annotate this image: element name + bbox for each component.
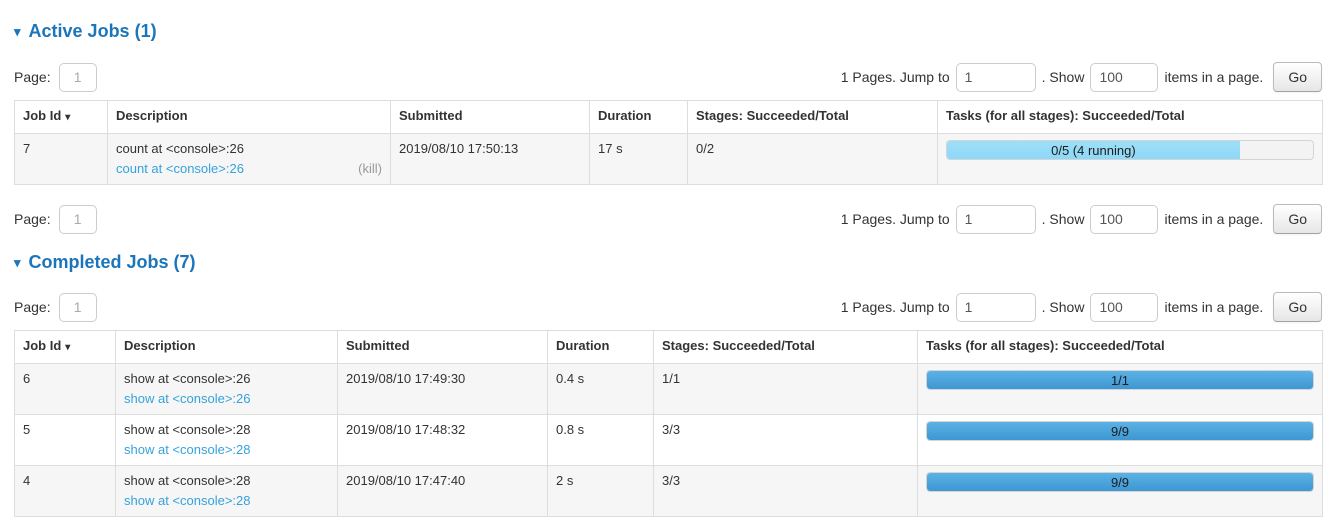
job-description-text: count at <console>:26 bbox=[116, 141, 244, 156]
tasks-cell: 1/1 bbox=[917, 363, 1323, 415]
active-jobs-title: Active Jobs (1) bbox=[28, 21, 157, 41]
items-text: items in a page. bbox=[1164, 299, 1264, 315]
description-cell: show at <console>:26 show at <console>:2… bbox=[115, 363, 338, 415]
pages-jump-text: 1 Pages. Jump to bbox=[840, 211, 950, 227]
table-header-row: Job Id ▾ Description Submitted Duration S… bbox=[14, 330, 1323, 364]
sort-desc-icon: ▾ bbox=[65, 112, 71, 123]
col-job-id[interactable]: Job Id ▾ bbox=[14, 100, 108, 134]
active-jobs-table: Job Id ▾ Description Submitted Duration S… bbox=[14, 100, 1323, 185]
progress-completed-segment: 9/9 bbox=[927, 473, 1313, 491]
stages-cell: 1/1 bbox=[653, 363, 918, 415]
col-description[interactable]: Description bbox=[107, 100, 391, 134]
completed-jobs-heading[interactable]: ▾ Completed Jobs (7) bbox=[14, 252, 196, 273]
kill-link[interactable]: (kill) bbox=[358, 161, 382, 176]
items-per-page-input[interactable] bbox=[1090, 204, 1159, 234]
submitted-cell: 2019/08/10 17:49:30 bbox=[337, 363, 548, 415]
col-description[interactable]: Description bbox=[115, 330, 338, 364]
collapse-arrow-icon: ▾ bbox=[14, 255, 21, 270]
description-cell: show at <console>:28 show at <console>:2… bbox=[115, 465, 338, 517]
completed-jobs-title: Completed Jobs (7) bbox=[28, 252, 196, 272]
submitted-cell: 2019/08/10 17:48:32 bbox=[337, 414, 548, 466]
collapse-arrow-icon: ▾ bbox=[14, 24, 21, 39]
items-text: items in a page. bbox=[1164, 211, 1264, 227]
progress-completed-segment: 9/9 bbox=[927, 422, 1313, 440]
col-submitted[interactable]: Submitted bbox=[390, 100, 590, 134]
col-job-id[interactable]: Job Id ▾ bbox=[14, 330, 116, 364]
job-id-cell: 6 bbox=[14, 363, 116, 415]
col-tasks[interactable]: Tasks (for all stages): Succeeded/Total bbox=[917, 330, 1323, 364]
col-duration[interactable]: Duration bbox=[589, 100, 688, 134]
job-description-link[interactable]: show at <console>:28 bbox=[124, 442, 251, 457]
job-description-link[interactable]: show at <console>:28 bbox=[124, 493, 251, 508]
duration-cell: 17 s bbox=[589, 133, 688, 185]
table-row: 7 count at <console>:26 count at <consol… bbox=[14, 133, 1323, 185]
table-row: 4 show at <console>:28 show at <console>… bbox=[14, 465, 1323, 517]
completed-jobs-table: Job Id ▾ Description Submitted Duration S… bbox=[14, 330, 1323, 517]
go-button[interactable]: Go bbox=[1273, 62, 1322, 92]
active-jobs-heading[interactable]: ▾ Active Jobs (1) bbox=[14, 21, 157, 42]
page-label: Page: bbox=[14, 69, 51, 85]
table-row: 6 show at <console>:26 show at <console>… bbox=[14, 363, 1323, 415]
jump-to-page-input[interactable] bbox=[955, 292, 1036, 322]
col-stages[interactable]: Stages: Succeeded/Total bbox=[687, 100, 938, 134]
jump-to-page-input[interactable] bbox=[955, 62, 1036, 92]
page-number-input[interactable] bbox=[58, 62, 97, 92]
col-stages[interactable]: Stages: Succeeded/Total bbox=[653, 330, 918, 364]
job-description-text: show at <console>:28 bbox=[124, 422, 251, 437]
show-text: . Show bbox=[1041, 211, 1085, 227]
job-description-link[interactable]: show at <console>:26 bbox=[124, 391, 251, 406]
page-label: Page: bbox=[14, 299, 51, 315]
stages-cell: 0/2 bbox=[687, 133, 938, 185]
pages-jump-text: 1 Pages. Jump to bbox=[840, 299, 950, 315]
job-description-text: show at <console>:28 bbox=[124, 473, 251, 488]
description-cell: count at <console>:26 count at <console>… bbox=[107, 133, 391, 185]
job-id-cell: 5 bbox=[14, 414, 116, 466]
completed-pagination-top: Page: 1 Pages. Jump to . Show items in a… bbox=[14, 292, 1322, 322]
col-tasks[interactable]: Tasks (for all stages): Succeeded/Total bbox=[937, 100, 1323, 134]
duration-cell: 0.8 s bbox=[547, 414, 654, 466]
progress-completed-segment: 1/1 bbox=[927, 371, 1313, 389]
job-description-link[interactable]: count at <console>:26 bbox=[116, 161, 244, 176]
page-number-input[interactable] bbox=[58, 292, 97, 322]
show-text: . Show bbox=[1041, 299, 1085, 315]
tasks-cell: 9/9 bbox=[917, 465, 1323, 517]
active-pagination-bottom: Page: 1 Pages. Jump to . Show items in a… bbox=[14, 204, 1322, 234]
table-header-row: Job Id ▾ Description Submitted Duration S… bbox=[14, 100, 1323, 134]
go-button[interactable]: Go bbox=[1273, 292, 1322, 322]
duration-cell: 2 s bbox=[547, 465, 654, 517]
tasks-progress-bar: 9/9 bbox=[926, 421, 1314, 441]
job-description-text: show at <console>:26 bbox=[124, 371, 251, 386]
tasks-progress-bar: 1/1 bbox=[926, 370, 1314, 390]
page-number-input[interactable] bbox=[58, 204, 97, 234]
description-cell: show at <console>:28 show at <console>:2… bbox=[115, 414, 338, 466]
items-text: items in a page. bbox=[1164, 69, 1264, 85]
col-duration[interactable]: Duration bbox=[547, 330, 654, 364]
progress-running-segment: 0/5 (4 running) bbox=[947, 141, 1240, 159]
go-button[interactable]: Go bbox=[1273, 204, 1322, 234]
stages-cell: 3/3 bbox=[653, 414, 918, 466]
page-label: Page: bbox=[14, 211, 51, 227]
stages-cell: 3/3 bbox=[653, 465, 918, 517]
pages-jump-text: 1 Pages. Jump to bbox=[840, 69, 950, 85]
tasks-cell: 9/9 bbox=[917, 414, 1323, 466]
active-pagination-top: Page: 1 Pages. Jump to . Show items in a… bbox=[14, 62, 1322, 92]
jump-to-page-input[interactable] bbox=[955, 204, 1036, 234]
submitted-cell: 2019/08/10 17:47:40 bbox=[337, 465, 548, 517]
tasks-progress-bar: 0/5 (4 running) bbox=[946, 140, 1314, 160]
duration-cell: 0.4 s bbox=[547, 363, 654, 415]
sort-desc-icon: ▾ bbox=[65, 342, 71, 353]
job-id-cell: 7 bbox=[14, 133, 108, 185]
col-submitted[interactable]: Submitted bbox=[337, 330, 548, 364]
items-per-page-input[interactable] bbox=[1090, 292, 1159, 322]
items-per-page-input[interactable] bbox=[1090, 62, 1159, 92]
submitted-cell: 2019/08/10 17:50:13 bbox=[390, 133, 590, 185]
job-id-cell: 4 bbox=[14, 465, 116, 517]
tasks-cell: 0/5 (4 running) bbox=[937, 133, 1323, 185]
show-text: . Show bbox=[1041, 69, 1085, 85]
table-row: 5 show at <console>:28 show at <console>… bbox=[14, 414, 1323, 466]
tasks-progress-bar: 9/9 bbox=[926, 472, 1314, 492]
